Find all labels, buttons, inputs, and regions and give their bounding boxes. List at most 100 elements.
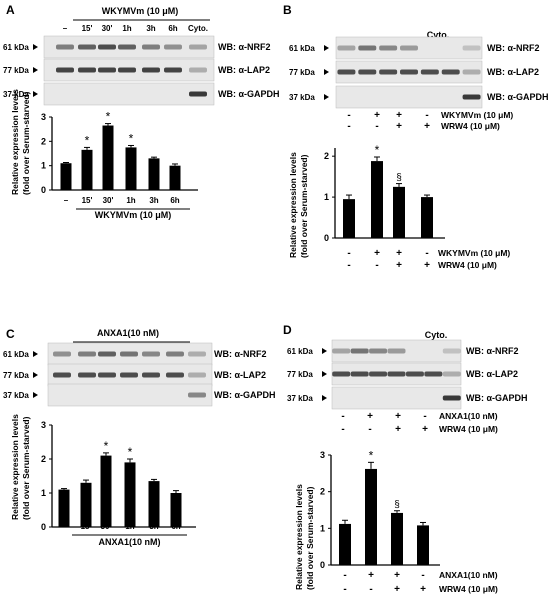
x-tick-label: –: [64, 196, 69, 205]
bar: [371, 161, 383, 238]
y-axis-label: (fold over Serum-starved): [21, 416, 31, 520]
band-arrow-icon: [33, 44, 38, 50]
blot-A-3: [43, 82, 215, 106]
blot-C-2: [47, 363, 213, 387]
condition-mark: -: [343, 584, 346, 595]
cyto-label-D: Cyto.: [425, 330, 448, 340]
protein-band: [118, 44, 136, 50]
kda-marker: 37 kDa: [289, 93, 315, 102]
condition-label: WRW4 (10 μM): [438, 260, 497, 270]
blot-D-1-membrane: [331, 339, 462, 363]
condition-mark: +: [396, 121, 402, 132]
kda-marker: 61 kDa: [287, 347, 313, 356]
condition-label: WRW4 (10 μM): [439, 584, 498, 594]
protein-band: [164, 44, 182, 50]
protein-band: [98, 372, 116, 378]
protein-band: [405, 371, 424, 377]
band-arrow-icon: [322, 395, 327, 401]
band-arrow-icon: [324, 94, 329, 100]
wb-antibody-label: WB: α-NRF2: [487, 43, 540, 53]
protein-band: [369, 371, 388, 377]
band-arrow-icon: [33, 67, 38, 73]
kda-marker: 37 kDa: [287, 394, 313, 403]
bar: [148, 158, 160, 190]
protein-band: [462, 94, 481, 100]
significance-mark: *: [375, 143, 380, 157]
treatment-header-C: ANXA1(10 nM): [97, 328, 159, 338]
kda-marker: 77 kDa: [287, 370, 313, 379]
blot-B-3: [335, 85, 483, 109]
x-tick-label: –: [62, 522, 67, 531]
protein-band: [166, 351, 184, 357]
wb-antibody-label: WB: α-LAP2: [487, 67, 539, 77]
cyto-label-B: Cyto.: [427, 30, 450, 40]
condition-mark: -: [347, 110, 350, 121]
protein-band: [420, 69, 439, 75]
condition-mark: +: [374, 248, 380, 259]
protein-band: [462, 45, 481, 51]
kda-marker: 61 kDa: [289, 44, 315, 53]
kda-marker: 77 kDa: [3, 371, 29, 380]
panel-letter-C: C: [6, 327, 15, 341]
blot-D-3-membrane: [331, 386, 462, 410]
wb-antibody-label: WB: α-NRF2: [466, 346, 519, 356]
protein-band: [442, 348, 461, 354]
y-tick-label: 0: [41, 522, 46, 532]
y-axis-label: Relative expression levels: [294, 484, 304, 590]
bar: [343, 199, 355, 238]
y-tick-label: 2: [41, 136, 46, 146]
y-tick-label: 0: [324, 233, 329, 243]
protein-band: [189, 44, 207, 50]
y-tick-label: 2: [320, 487, 325, 497]
x-tick-label: 3h: [149, 522, 158, 531]
protein-band: [358, 69, 377, 75]
lane-label: 6h: [168, 24, 177, 33]
protein-band: [78, 44, 96, 50]
blot-B-1-membrane: [335, 36, 483, 60]
condition-mark: +: [424, 121, 430, 132]
condition-label: WRW4 (10 μM): [441, 121, 500, 131]
x-tick-label: 1h: [125, 522, 134, 531]
y-axis-label: Relative expression levels: [288, 152, 298, 258]
protein-band: [188, 392, 206, 398]
y-tick-label: 1: [41, 488, 46, 498]
bar: [391, 512, 403, 565]
wb-antibody-label: WB: α-GAPDH: [487, 92, 549, 102]
y-axis-label: (fold over Serum-starved): [305, 486, 315, 590]
protein-band: [442, 395, 461, 401]
condition-mark: +: [396, 248, 402, 259]
bar: [100, 455, 112, 527]
bar: [169, 165, 181, 190]
condition-mark: -: [347, 248, 350, 259]
protein-band: [332, 371, 351, 377]
blot-C-3: [47, 383, 213, 407]
y-tick-label: 2: [41, 454, 46, 464]
lane-label: –: [63, 24, 68, 33]
panel-letter-D: D: [283, 323, 292, 337]
protein-band: [53, 351, 71, 357]
condition-mark: +: [420, 584, 426, 595]
condition-mark: +: [394, 570, 400, 581]
condition-mark: +: [422, 424, 428, 435]
kda-marker: 61 kDa: [3, 350, 29, 359]
x-tick-label: 15': [82, 196, 93, 205]
condition-label: ANXA1(10 nM): [439, 411, 498, 421]
protein-band: [424, 371, 443, 377]
condition-mark: -: [369, 584, 372, 595]
kda-marker: 37 kDa: [3, 391, 29, 400]
x-tick-label: 6h: [171, 522, 180, 531]
protein-band: [379, 69, 398, 75]
significance-mark: §: [396, 173, 402, 184]
y-tick-label: 3: [41, 112, 46, 122]
bar: [102, 125, 114, 190]
protein-band: [142, 44, 160, 50]
protein-band: [53, 372, 71, 378]
protein-band: [188, 372, 206, 378]
protein-band: [78, 372, 96, 378]
protein-band: [337, 69, 356, 75]
x-axis-label: ANXA1(10 nM): [98, 537, 160, 547]
panel-letter-A: A: [6, 3, 15, 17]
wb-antibody-label: WB: α-LAP2: [214, 370, 266, 380]
protein-band: [462, 69, 481, 75]
